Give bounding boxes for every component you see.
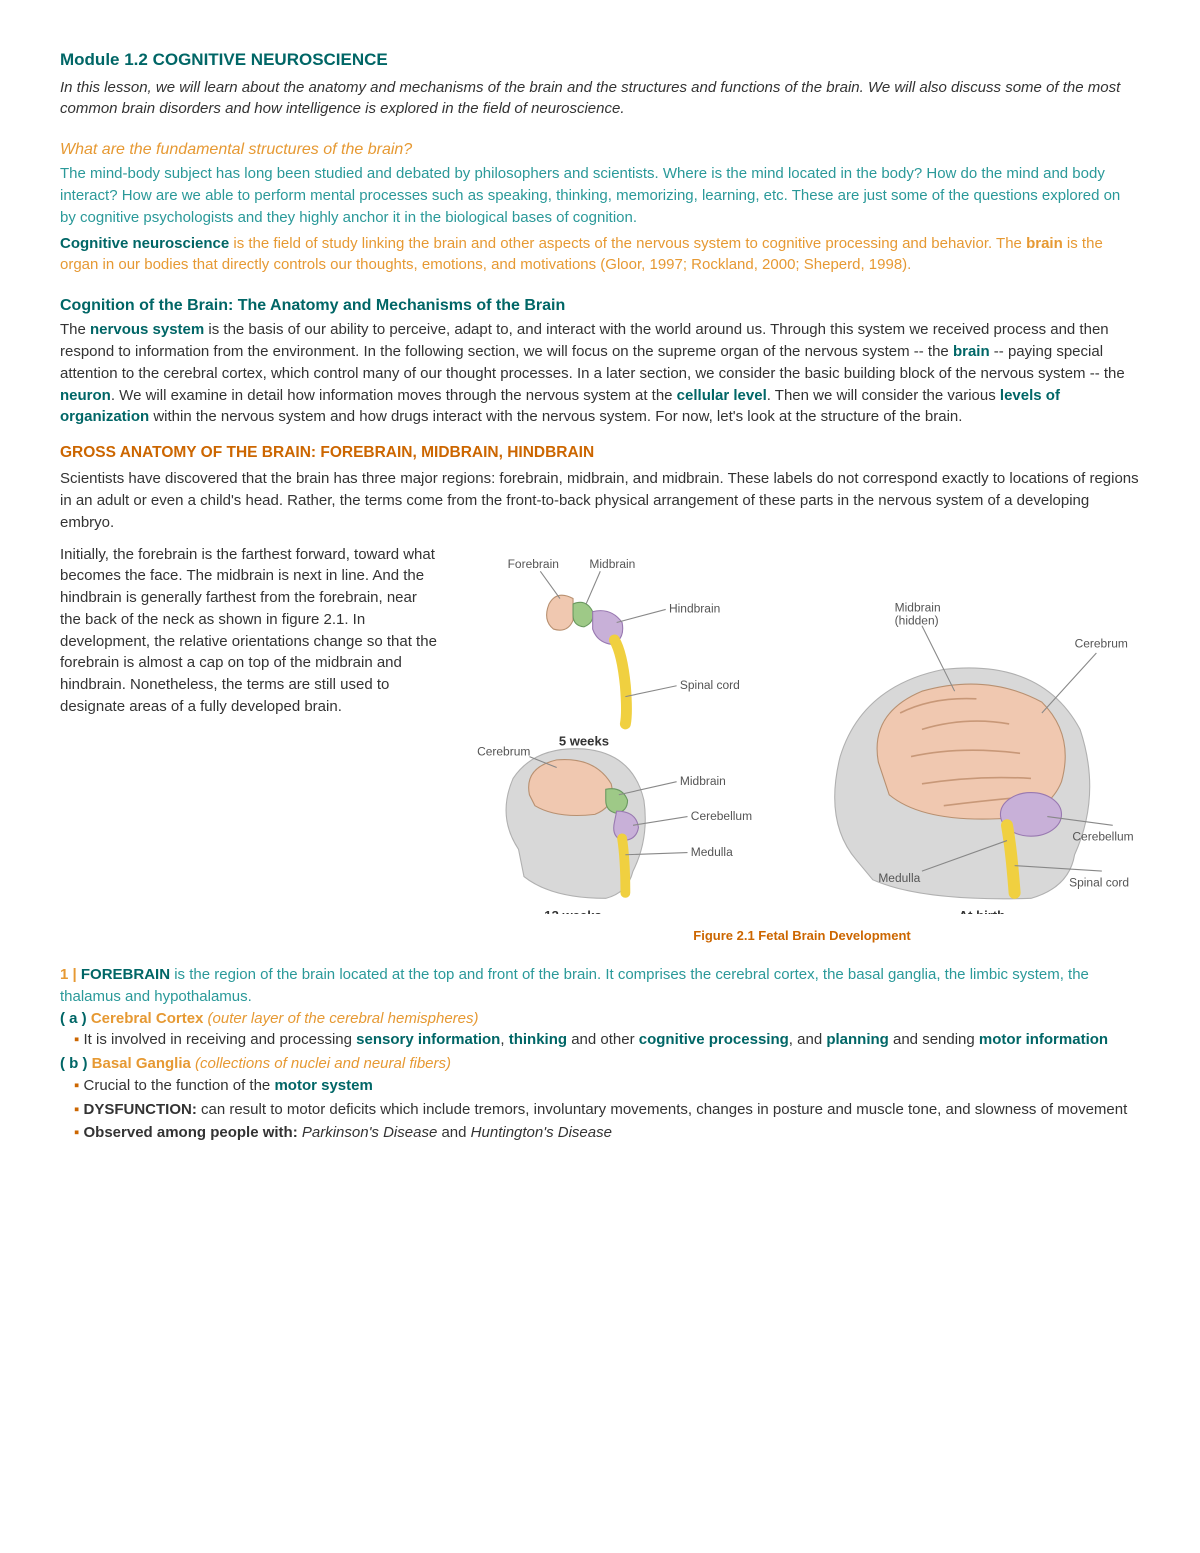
bullet-b1: ▪ Crucial to the function of the motor s… <box>74 1075 1140 1097</box>
label-forebrain: Forebrain <box>508 557 559 571</box>
text: and <box>437 1124 470 1141</box>
subitem-a: ( a ) Cerebral Cortex (outer layer of th… <box>60 1008 1140 1030</box>
label-midbrain-birth: Midbrain <box>895 600 941 614</box>
figure-column: Forebrain Midbrain Hindbrain Spinal cord… <box>464 544 1140 946</box>
letter-a: ( a ) <box>60 1010 91 1027</box>
module-title: Module 1.2 COGNITIVE NEUROSCIENCE <box>60 48 1140 73</box>
embryo-13weeks: Cerebrum Midbrain Cerebellum Medulla 13 … <box>477 744 752 914</box>
label-medulla-13: Medulla <box>691 845 733 859</box>
term-nervous-system: nervous system <box>90 321 204 338</box>
label-cerebrum-birth: Cerebrum <box>1075 636 1128 650</box>
label-13weeks: 13 weeks <box>544 908 601 915</box>
text: . We will examine in detail how informat… <box>111 387 677 404</box>
body-paragraph-1: The mind-body subject has long been stud… <box>60 163 1140 228</box>
bullet-b2: ▪ DYSFUNCTION: can result to motor defic… <box>74 1099 1140 1121</box>
label-hidden: (hidden) <box>895 613 939 627</box>
bullet-b3: ▪ Observed among people with: Parkinson'… <box>74 1122 1140 1144</box>
section-number: 1 | <box>60 966 81 983</box>
text: The <box>60 321 90 338</box>
label-midbrain: Midbrain <box>589 557 635 571</box>
parkinsons: Parkinson's Disease <box>298 1124 438 1141</box>
bullet-icon: ▪ <box>74 1031 84 1048</box>
section-heading-cognition: Cognition of the Brain: The Anatomy and … <box>60 294 1140 317</box>
observed-label: Observed among people with: <box>84 1124 298 1141</box>
term-cognitive-neuroscience: Cognitive neuroscience <box>60 235 229 252</box>
bullet-icon: ▪ <box>74 1124 84 1141</box>
left-column: Initially, the forebrain is the farthest… <box>60 544 440 722</box>
letter-b: ( b ) <box>60 1055 92 1072</box>
term-sensory-info: sensory information <box>356 1031 500 1048</box>
label-cerebellum-13: Cerebellum <box>691 809 752 823</box>
fetal-brain-diagram: Forebrain Midbrain Hindbrain Spinal cord… <box>464 544 1140 915</box>
dysfunction-label: DYSFUNCTION: <box>84 1101 197 1118</box>
text: is the basis of our ability to perceive,… <box>60 321 1109 360</box>
term-cellular-level: cellular level <box>677 387 767 404</box>
basal-ganglia-label: Basal Ganglia <box>92 1055 191 1072</box>
text: Crucial to the function of the <box>84 1077 275 1094</box>
brain-at-birth: Midbrain (hidden) Cerebrum Cerebellum Sp… <box>835 600 1134 914</box>
question-heading: What are the fundamental structures of t… <box>60 138 1140 161</box>
term-brain: brain <box>1026 235 1063 252</box>
label-5weeks: 5 weeks <box>559 733 609 748</box>
text: and other <box>567 1031 639 1048</box>
text: and sending <box>889 1031 979 1048</box>
term-thinking: thinking <box>509 1031 567 1048</box>
intro-paragraph: In this lesson, we will learn about the … <box>60 77 1140 121</box>
term-cognitive-processing: cognitive processing <box>639 1031 789 1048</box>
term-neuron: neuron <box>60 387 111 404</box>
term-motor-info: motor information <box>979 1031 1108 1048</box>
term-planning: planning <box>826 1031 889 1048</box>
label-cerebellum-birth: Cerebellum <box>1072 829 1133 843</box>
cerebral-cortex-label: Cerebral Cortex <box>91 1010 204 1027</box>
two-column-layout: Initially, the forebrain is the farthest… <box>60 544 1140 946</box>
body-paragraph-3: The nervous system is the basis of our a… <box>60 319 1140 428</box>
forebrain-section: 1 | FOREBRAIN is the region of the brain… <box>60 964 1140 1008</box>
text: within the nervous system and how drugs … <box>149 408 962 425</box>
label-spinal: Spinal cord <box>680 678 740 692</box>
cerebral-cortex-desc: (outer layer of the cerebral hemispheres… <box>203 1010 478 1027</box>
embryo-5weeks: Forebrain Midbrain Hindbrain Spinal cord… <box>508 557 740 749</box>
bullet-icon: ▪ <box>74 1077 84 1094</box>
section-heading-gross-anatomy: GROSS ANATOMY OF THE BRAIN: FOREBRAIN, M… <box>60 442 1140 464</box>
label-hindbrain: Hindbrain <box>669 601 720 615</box>
text: can result to motor deficits which inclu… <box>197 1101 1127 1118</box>
body-paragraph-2: Cognitive neuroscience is the field of s… <box>60 233 1140 277</box>
subitem-b: ( b ) Basal Ganglia (collections of nucl… <box>60 1053 1140 1075</box>
body-paragraph-4: Scientists have discovered that the brai… <box>60 468 1140 533</box>
text: , <box>500 1031 508 1048</box>
text: , and <box>789 1031 827 1048</box>
text: is the region of the brain located at th… <box>60 966 1089 1005</box>
body-paragraph-5: Initially, the forebrain is the farthest… <box>60 544 440 718</box>
term-brain-2: brain <box>953 343 990 360</box>
label-atbirth: At birth <box>959 908 1006 915</box>
text: is the field of study linking the brain … <box>229 235 1026 252</box>
term-motor-system: motor system <box>274 1077 372 1094</box>
text: . Then we will consider the various <box>767 387 1000 404</box>
forebrain-label: FOREBRAIN <box>81 966 170 983</box>
bullet-a1: ▪ It is involved in receiving and proces… <box>74 1029 1140 1051</box>
figure-caption: Figure 2.1 Fetal Brain Development <box>464 927 1140 946</box>
label-cerebrum-13: Cerebrum <box>477 744 530 758</box>
label-medulla-birth: Medulla <box>878 871 920 885</box>
huntingtons: Huntington's Disease <box>471 1124 612 1141</box>
label-spinal-birth: Spinal cord <box>1069 875 1129 889</box>
basal-ganglia-desc: (collections of nuclei and neural fibers… <box>191 1055 451 1072</box>
text: It is involved in receiving and processi… <box>84 1031 357 1048</box>
label-midbrain-13: Midbrain <box>680 774 726 788</box>
bullet-icon: ▪ <box>74 1101 84 1118</box>
